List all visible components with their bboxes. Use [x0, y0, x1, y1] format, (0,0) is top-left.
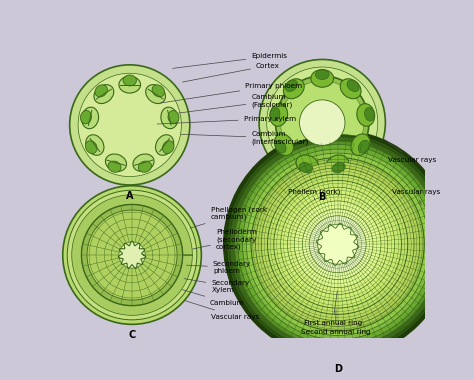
Circle shape [78, 73, 182, 177]
Circle shape [67, 190, 197, 320]
Text: Phelloderm
(secondary
cortex): Phelloderm (secondary cortex) [192, 229, 257, 250]
Text: Cambium: Cambium [182, 290, 245, 306]
Ellipse shape [351, 134, 370, 155]
Ellipse shape [123, 75, 137, 86]
Polygon shape [72, 195, 192, 315]
Ellipse shape [299, 163, 312, 173]
Ellipse shape [283, 79, 304, 99]
Ellipse shape [358, 140, 369, 153]
Text: Epidermis: Epidermis [173, 53, 287, 68]
Ellipse shape [274, 134, 293, 155]
Text: Cambium
(Interfascicular): Cambium (Interfascicular) [181, 131, 309, 145]
Text: Phellem (cork): Phellem (cork) [288, 188, 341, 200]
Ellipse shape [270, 104, 288, 126]
Circle shape [281, 81, 364, 164]
Text: Second annual ring: Second annual ring [301, 310, 370, 335]
Circle shape [259, 59, 385, 186]
Ellipse shape [168, 111, 179, 124]
Circle shape [228, 134, 447, 354]
Text: Phellogen (cork
cambium): Phellogen (cork cambium) [190, 206, 267, 228]
Circle shape [261, 168, 414, 321]
Text: D: D [334, 364, 342, 374]
Ellipse shape [365, 108, 374, 121]
Circle shape [309, 216, 366, 273]
Circle shape [267, 67, 378, 178]
Text: Vascular rays: Vascular rays [384, 139, 437, 163]
Text: First annual ring: First annual ring [304, 291, 362, 326]
Ellipse shape [133, 154, 154, 171]
Circle shape [274, 180, 401, 308]
Circle shape [230, 137, 445, 352]
Ellipse shape [332, 163, 345, 173]
Circle shape [63, 186, 201, 325]
Circle shape [243, 149, 433, 339]
Ellipse shape [275, 140, 286, 153]
Ellipse shape [161, 107, 178, 129]
Text: Secondary
Xylem: Secondary Xylem [184, 279, 250, 293]
Text: B: B [319, 192, 326, 202]
Text: Vascular rays: Vascular rays [392, 189, 440, 205]
Ellipse shape [315, 70, 329, 79]
Text: Secondary
phloem: Secondary phloem [186, 261, 251, 274]
Ellipse shape [357, 104, 374, 126]
Ellipse shape [285, 80, 298, 92]
Ellipse shape [82, 107, 99, 129]
Ellipse shape [155, 135, 173, 155]
Ellipse shape [340, 79, 361, 99]
Circle shape [238, 144, 438, 344]
Ellipse shape [146, 85, 165, 104]
Text: Primary phloem: Primary phloem [161, 82, 302, 103]
Ellipse shape [163, 141, 174, 154]
Text: Primary xylem: Primary xylem [157, 116, 296, 124]
Circle shape [255, 162, 419, 326]
Circle shape [294, 201, 381, 288]
Ellipse shape [86, 135, 104, 155]
Circle shape [82, 204, 182, 306]
Ellipse shape [296, 155, 318, 173]
Circle shape [302, 209, 373, 280]
Text: Cambium
(Fascicular): Cambium (Fascicular) [179, 94, 292, 113]
Text: Vascular rays: Vascular rays [185, 301, 260, 320]
Circle shape [251, 158, 424, 331]
Text: Cortex: Cortex [182, 63, 280, 82]
Ellipse shape [105, 154, 127, 171]
Circle shape [246, 153, 429, 336]
Ellipse shape [81, 111, 91, 124]
Ellipse shape [311, 70, 334, 87]
Circle shape [70, 65, 190, 185]
Ellipse shape [270, 108, 280, 121]
Ellipse shape [138, 161, 152, 172]
Circle shape [318, 224, 357, 264]
Circle shape [119, 242, 145, 268]
Ellipse shape [95, 85, 108, 97]
Circle shape [275, 76, 369, 169]
Ellipse shape [85, 141, 97, 154]
Circle shape [235, 141, 441, 347]
Circle shape [288, 194, 388, 294]
Circle shape [267, 174, 408, 314]
Ellipse shape [347, 80, 359, 92]
Ellipse shape [94, 85, 114, 104]
Ellipse shape [119, 76, 141, 93]
Circle shape [87, 210, 177, 300]
Ellipse shape [326, 155, 348, 173]
Text: C: C [128, 331, 136, 340]
Circle shape [224, 130, 452, 358]
Ellipse shape [108, 161, 121, 172]
Ellipse shape [152, 85, 164, 97]
Text: Lenticel: Lenticel [0, 379, 1, 380]
Text: A: A [126, 191, 134, 201]
Circle shape [281, 187, 395, 301]
Circle shape [300, 100, 345, 145]
